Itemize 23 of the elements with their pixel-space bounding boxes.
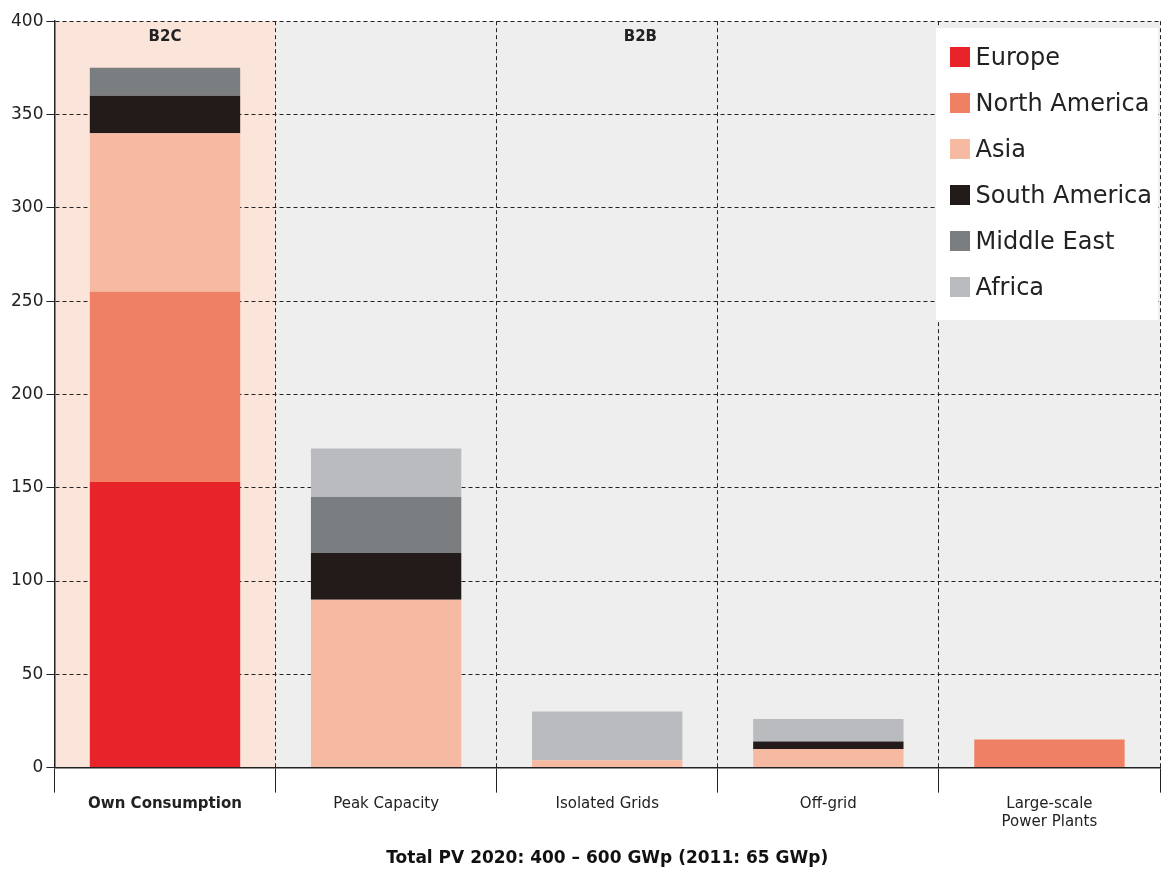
x-axis-title: Total PV 2020: 400 – 600 GWp (2011: 65 GWp) (386, 847, 829, 868)
legend-label: Middle East (975, 227, 1115, 255)
y-tick-label: 250 (10, 289, 44, 310)
x-tick-label: Large-scale Power Plants (1001, 794, 1098, 831)
legend-label: North America (975, 89, 1150, 117)
y-tick-label: 400 (10, 9, 44, 30)
y-tick-label: 300 (10, 196, 44, 217)
x-tick-label: Own Consumption (88, 794, 242, 813)
y-tick-label: 0 (32, 756, 44, 777)
y-tick-label: 50 (21, 662, 44, 683)
legend-label: Africa (975, 273, 1045, 301)
legend-label: Europe (975, 43, 1061, 71)
y-tick-label: 350 (10, 102, 44, 123)
x-tick-label: Off-grid (799, 794, 857, 813)
legend-label: South America (975, 181, 1152, 209)
y-tick-label: 200 (10, 382, 44, 403)
band-label: B2B (623, 26, 658, 45)
x-tick-label: Peak Capacity (333, 794, 440, 813)
legend-label: Asia (975, 135, 1026, 163)
y-tick-label: 150 (10, 476, 44, 497)
y-tick-label: 100 (10, 569, 44, 590)
x-tick-label: Isolated Grids (555, 794, 660, 813)
band-label: B2C (148, 26, 182, 45)
